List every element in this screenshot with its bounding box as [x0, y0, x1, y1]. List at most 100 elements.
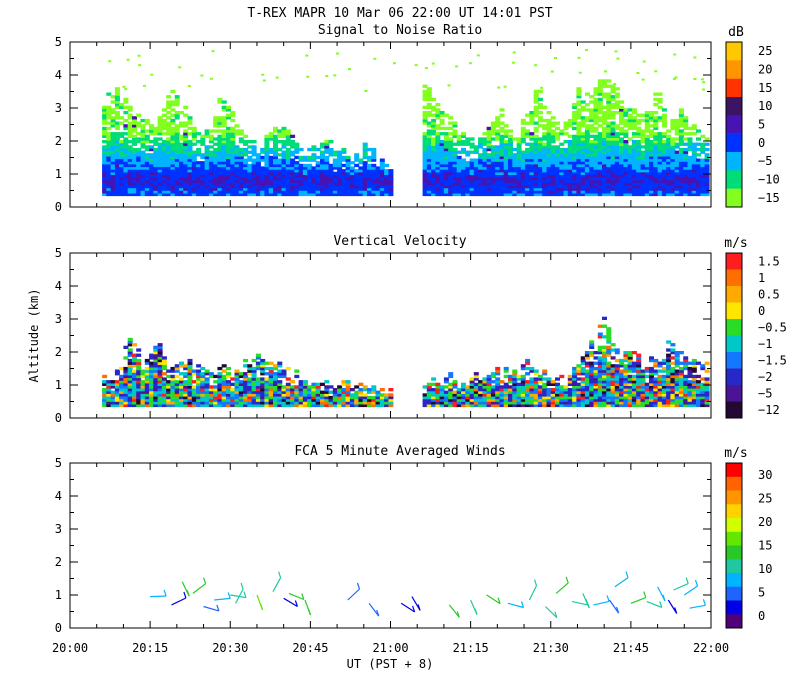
data-cell	[234, 398, 240, 402]
data-cell	[337, 169, 343, 173]
data-cell	[161, 161, 167, 165]
data-cell	[584, 150, 590, 154]
data-cell	[619, 137, 625, 141]
data-cell	[452, 177, 458, 181]
data-cell	[230, 147, 236, 152]
data-cell	[610, 147, 616, 152]
data-cell	[537, 187, 543, 191]
data-cell	[196, 163, 202, 168]
data-cell	[170, 147, 176, 152]
data-cell	[243, 372, 249, 376]
data-cell	[636, 169, 642, 173]
data-cell	[452, 147, 458, 152]
data-cell	[606, 108, 612, 112]
data-cell	[580, 100, 586, 104]
data-cell	[345, 190, 351, 194]
data-cell	[666, 177, 672, 181]
data-cell	[520, 385, 526, 389]
data-cell	[187, 374, 193, 379]
data-cell	[593, 351, 599, 355]
data-cell	[443, 158, 449, 162]
data-cell	[520, 134, 526, 138]
data-cell	[533, 145, 539, 149]
data-cell	[512, 179, 518, 183]
data-cell	[602, 366, 607, 371]
data-cell	[623, 395, 629, 400]
data-cell	[567, 179, 573, 183]
data-cell	[140, 177, 146, 181]
data-cell	[700, 134, 706, 138]
data-cell	[580, 124, 586, 128]
data-cell	[486, 169, 492, 173]
data-cell	[636, 192, 642, 197]
data-cell	[388, 177, 394, 181]
data-cell	[589, 111, 595, 115]
data-cell	[191, 150, 197, 154]
data-cell	[486, 145, 492, 149]
data-cell	[230, 401, 236, 405]
data-cell	[285, 163, 291, 168]
data-cell	[277, 161, 283, 165]
data-cell	[114, 137, 120, 141]
data-cell	[580, 169, 586, 173]
data-cell	[567, 174, 573, 178]
data-cell	[490, 161, 496, 165]
data-cell	[243, 174, 249, 178]
data-cell	[542, 126, 548, 131]
data-cell	[358, 190, 364, 194]
data-cell	[132, 393, 137, 397]
data-cell	[490, 121, 496, 125]
data-cell	[153, 147, 159, 152]
data-cell	[649, 174, 654, 178]
data-cell	[126, 58, 130, 61]
data-cell	[221, 374, 227, 379]
data-cell	[422, 95, 428, 99]
data-cell	[311, 171, 317, 175]
data-cell	[550, 388, 556, 392]
data-cell	[572, 116, 578, 120]
data-cell	[435, 145, 441, 149]
data-cell	[631, 380, 637, 384]
data-cell	[465, 177, 471, 181]
data-cell	[666, 184, 672, 189]
data-cell	[349, 395, 355, 400]
data-cell	[597, 385, 603, 389]
data-cell	[597, 84, 603, 88]
data-cell	[114, 113, 120, 117]
data-cell	[431, 147, 437, 152]
data-cell	[298, 163, 304, 168]
data-cell	[661, 169, 667, 173]
data-cell	[602, 187, 607, 191]
data-cell	[187, 358, 193, 363]
data-cell	[589, 161, 595, 165]
data-cell	[132, 140, 137, 144]
data-cell	[452, 393, 458, 397]
data-cell	[230, 118, 236, 123]
data-cell	[631, 179, 637, 183]
data-cell	[255, 192, 261, 197]
data-cell	[563, 147, 569, 152]
data-cell	[179, 182, 184, 186]
data-cell	[102, 108, 108, 112]
data-cell	[555, 158, 560, 162]
data-cell	[448, 137, 454, 141]
data-cell	[606, 174, 612, 178]
data-cell	[606, 116, 612, 120]
data-cell	[110, 171, 116, 175]
data-cell	[580, 166, 586, 170]
data-cell	[307, 401, 313, 405]
data-cell	[597, 335, 603, 339]
data-cell	[503, 401, 509, 405]
data-cell	[281, 134, 287, 138]
data-cell	[533, 171, 539, 175]
data-cell	[580, 403, 586, 408]
data-cell	[119, 169, 125, 173]
data-cell	[606, 111, 612, 115]
data-cell	[230, 171, 236, 175]
data-cell	[230, 179, 236, 183]
data-cell	[465, 390, 471, 394]
data-cell	[204, 163, 210, 168]
data-cell	[602, 316, 607, 320]
data-cell	[644, 137, 650, 141]
data-cell	[221, 390, 227, 394]
